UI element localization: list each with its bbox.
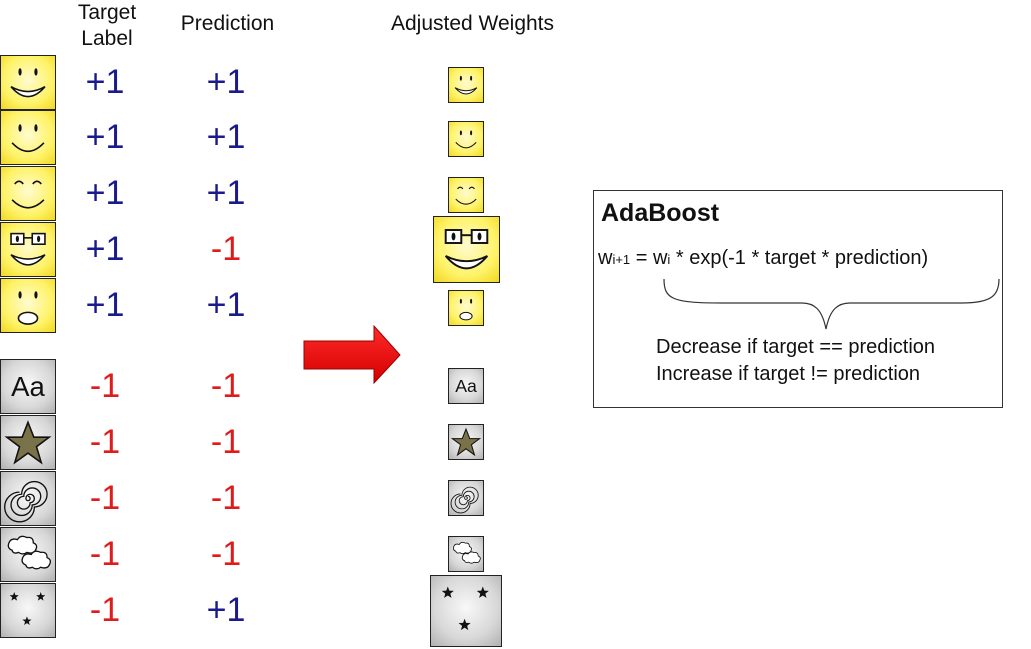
formula-sub-i: i [667, 252, 671, 267]
formula-w: w [598, 247, 613, 269]
prediction-header: Prediction [180, 12, 275, 35]
adjusted-weight-smiley-smile-icon [448, 121, 484, 157]
prediction-value: +1 [206, 591, 246, 629]
arrow-right-icon [303, 324, 401, 385]
prediction-value: -1 [210, 230, 242, 268]
prediction-value: -1 [210, 479, 242, 517]
clouds-icon [0, 527, 56, 582]
target-label-value: -1 [89, 367, 121, 405]
smiley-happy-eyes-icon [0, 166, 56, 221]
three-stars-icon [0, 583, 56, 638]
formula-eq: = w [630, 247, 668, 269]
target-label-value: -1 [89, 423, 121, 461]
prediction-value: -1 [210, 535, 242, 573]
weight-update-formula: wi+1 = wi * exp(-1 * target * prediction… [598, 247, 928, 270]
adjusted-weight-smiley-happy-eyes-icon [448, 177, 484, 213]
adjusted-weight-smiley-glasses-icon [433, 216, 500, 283]
adjusted-weight-smiley-grin-icon [448, 67, 484, 103]
adjusted-weight-text-aa-icon: Aa [448, 368, 484, 404]
text-aa-icon: Aa [0, 359, 56, 414]
curly-brace-icon [663, 278, 1000, 330]
target-label-value: +1 [85, 118, 125, 156]
smiley-smile-icon [0, 110, 56, 165]
smiley-surprised-icon [0, 278, 56, 333]
smiley-grin-icon [0, 55, 56, 110]
star-icon [0, 415, 56, 470]
adjusted-weight-spiral-icon [448, 480, 484, 516]
target-label-value: -1 [89, 535, 121, 573]
target-label-value: +1 [85, 174, 125, 212]
adaboost-box: AdaBoost wi+1 = wi * exp(-1 * target * p… [593, 190, 1003, 408]
increase-note: Increase if target != prediction [656, 363, 921, 385]
prediction-value: +1 [206, 118, 246, 156]
adjusted-weight-smiley-surprised-icon [448, 290, 484, 326]
spiral-icon [0, 471, 56, 526]
prediction-value: +1 [206, 174, 246, 212]
target-label-value: -1 [89, 591, 121, 629]
decrease-note: Decrease if target == prediction [656, 336, 936, 358]
prediction-value: +1 [206, 286, 246, 324]
adjusted-weight-clouds-icon [448, 536, 484, 572]
target-label-value: -1 [89, 479, 121, 517]
target-label-value: +1 [85, 286, 125, 324]
target-label-header: Target Label [77, 1, 137, 50]
svg-text:Aa: Aa [455, 376, 477, 396]
smiley-glasses-icon [0, 222, 56, 277]
adjusted-weight-three-stars-icon [430, 575, 502, 647]
prediction-value: +1 [206, 63, 246, 101]
prediction-value: -1 [210, 423, 242, 461]
formula-rest: * exp(-1 * target * prediction) [670, 247, 929, 269]
formula-sub-next: i+1 [612, 252, 631, 267]
target-label-value: +1 [85, 230, 125, 268]
adjusted-weight-star-icon [448, 424, 484, 460]
adaboost-title: AdaBoost [601, 199, 720, 227]
prediction-value: -1 [210, 367, 242, 405]
svg-text:Aa: Aa [11, 371, 45, 402]
target-label-value: +1 [85, 63, 125, 101]
adjusted-weights-header: Adjusted Weights [390, 12, 555, 35]
